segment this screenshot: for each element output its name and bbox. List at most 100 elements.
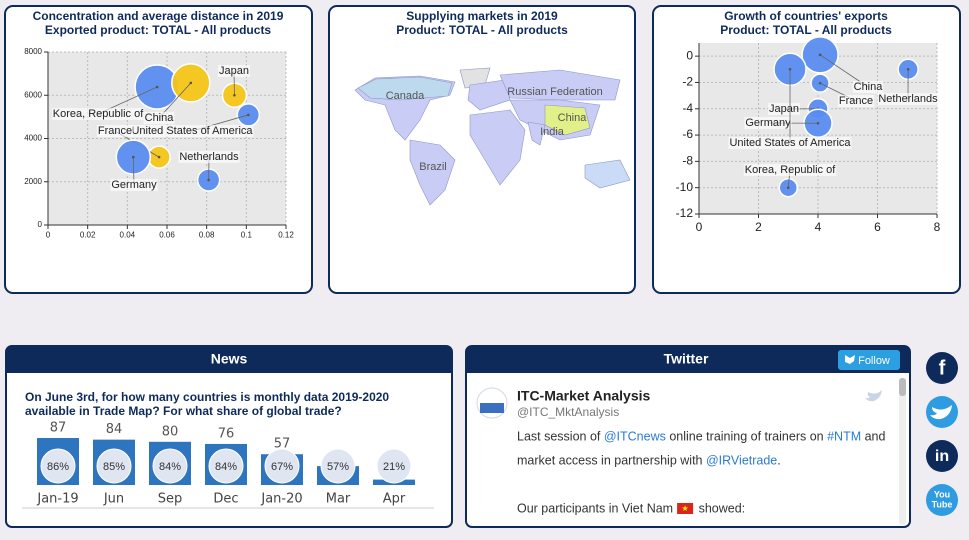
australia [584, 159, 631, 189]
share-circle [208, 448, 244, 484]
bubble-center [157, 155, 161, 159]
bubble-label: United States of America [729, 137, 851, 149]
y-tick-label: -4 [682, 101, 693, 115]
vietnam-flag [677, 503, 694, 514]
scroll-thumb[interactable] [899, 378, 906, 396]
bar-value: 80 [162, 424, 179, 439]
bubble-label: Korea, Republic of [745, 164, 836, 176]
category-label: Jan-20 [260, 492, 302, 507]
bubble-label: France [98, 125, 132, 137]
twitter-title: Twitter [664, 351, 709, 367]
chart-subtitle: Product: TOTAL - All products [720, 23, 892, 37]
chart-title: Supplying markets in 2019 [406, 9, 558, 23]
tweet-text: Last session of [517, 429, 604, 443]
news-header [6, 346, 452, 373]
africa [469, 109, 526, 186]
bubble-label: Japan [769, 103, 799, 115]
label-bg [728, 137, 852, 149]
bubble-center [906, 68, 910, 71]
y-tick-label: 4000 [24, 134, 42, 143]
account-name[interactable]: ITC-Market Analysis [517, 388, 651, 404]
bubble-label: Korea, Republic of [53, 108, 144, 120]
news-question: available in Trade Map? For what share o… [25, 404, 342, 418]
label-bg [218, 65, 250, 77]
category-label: Dec [213, 492, 238, 507]
bubble-label: Japan [219, 65, 249, 77]
y-tick-label: -10 [676, 180, 694, 194]
y-tick-label: 2000 [24, 177, 42, 186]
label-bg [130, 125, 254, 137]
tweet-text: and [861, 429, 885, 443]
youtube-text[interactable]: Tube [932, 499, 953, 509]
youtube-text[interactable]: You [934, 489, 950, 499]
y-tick-label: 8000 [24, 47, 42, 56]
chart-subtitle: Exported product: TOTAL - All products [45, 23, 272, 37]
news-title: News [211, 351, 248, 367]
linkedin-letters[interactable]: in [935, 448, 949, 465]
share-circle [40, 448, 76, 484]
label-bg [178, 151, 240, 163]
x-tick-label: 0.02 [80, 231, 96, 240]
twitter-header [466, 346, 910, 373]
y-tick-label: 0 [38, 220, 43, 229]
share-label: 21% [383, 461, 405, 473]
y-tick-label: -8 [682, 154, 693, 168]
bar-value: 76 [218, 426, 235, 441]
tweet-text: Our participants in Viet Nam [517, 501, 673, 515]
facebook-letter[interactable]: f [939, 357, 946, 379]
share-circle [376, 448, 412, 484]
y-tick-label: -6 [682, 127, 693, 141]
share-circle [152, 448, 188, 484]
tweet-link[interactable]: @IRVietrade [706, 453, 777, 467]
label-bg [110, 179, 158, 191]
map-label: Brazil [419, 161, 447, 173]
follow-icon [845, 355, 855, 364]
bubble-label: Netherlands [878, 93, 938, 105]
map-label: China [558, 112, 588, 124]
label-bg [51, 108, 145, 120]
y-tick-label: -2 [682, 75, 693, 89]
share-label: 84% [159, 461, 181, 473]
linkedin-icon[interactable] [926, 440, 958, 472]
twitter-bird [930, 405, 952, 420]
tweet-link[interactable]: #NTM [827, 429, 861, 443]
chart-subtitle: Product: TOTAL - All products [396, 23, 568, 37]
account-handle[interactable]: @ITC_MktAnalysis [517, 405, 619, 419]
x-tick-label: 0.06 [159, 231, 175, 240]
x-tick-label: 0.08 [199, 231, 215, 240]
tweet-text: market access in partnership with [517, 453, 706, 467]
chart-title: Concentration and average distance in 20… [33, 9, 284, 23]
x-tick-label: 6 [874, 220, 881, 234]
x-tick-label: 8 [934, 220, 941, 234]
tweet-text: . [777, 453, 780, 467]
bubble-label: China [854, 81, 884, 93]
facebook-icon[interactable] [926, 352, 958, 384]
label-bg [852, 81, 884, 93]
bubble-center [788, 68, 792, 71]
india [527, 121, 546, 146]
label-bg [96, 125, 134, 137]
bubble-center [155, 85, 159, 89]
south-america [409, 139, 456, 206]
category-label: Jun [103, 492, 124, 507]
itc-logo-band [480, 403, 504, 413]
china [544, 104, 591, 136]
bubble-center [818, 81, 822, 85]
label-bg [744, 117, 792, 129]
x-tick-label: 0.12 [278, 231, 294, 240]
bar-value: 84 [106, 422, 123, 437]
russia [499, 69, 621, 101]
x-tick-label: 4 [815, 220, 822, 234]
youtube-icon[interactable] [926, 484, 958, 516]
bubble-label: Germany [111, 179, 157, 191]
bubble-center [189, 81, 193, 85]
follow-label[interactable]: Follow [858, 355, 890, 367]
follow-button[interactable] [838, 350, 900, 370]
bubble-label: France [839, 95, 873, 107]
y-tick-label: -12 [676, 206, 694, 220]
share-label: 57% [327, 461, 349, 473]
tweet-link[interactable]: @ITCnews [604, 429, 666, 443]
label-bg [743, 164, 837, 176]
bubble-center [131, 155, 135, 159]
scrollbar[interactable] [899, 378, 906, 525]
